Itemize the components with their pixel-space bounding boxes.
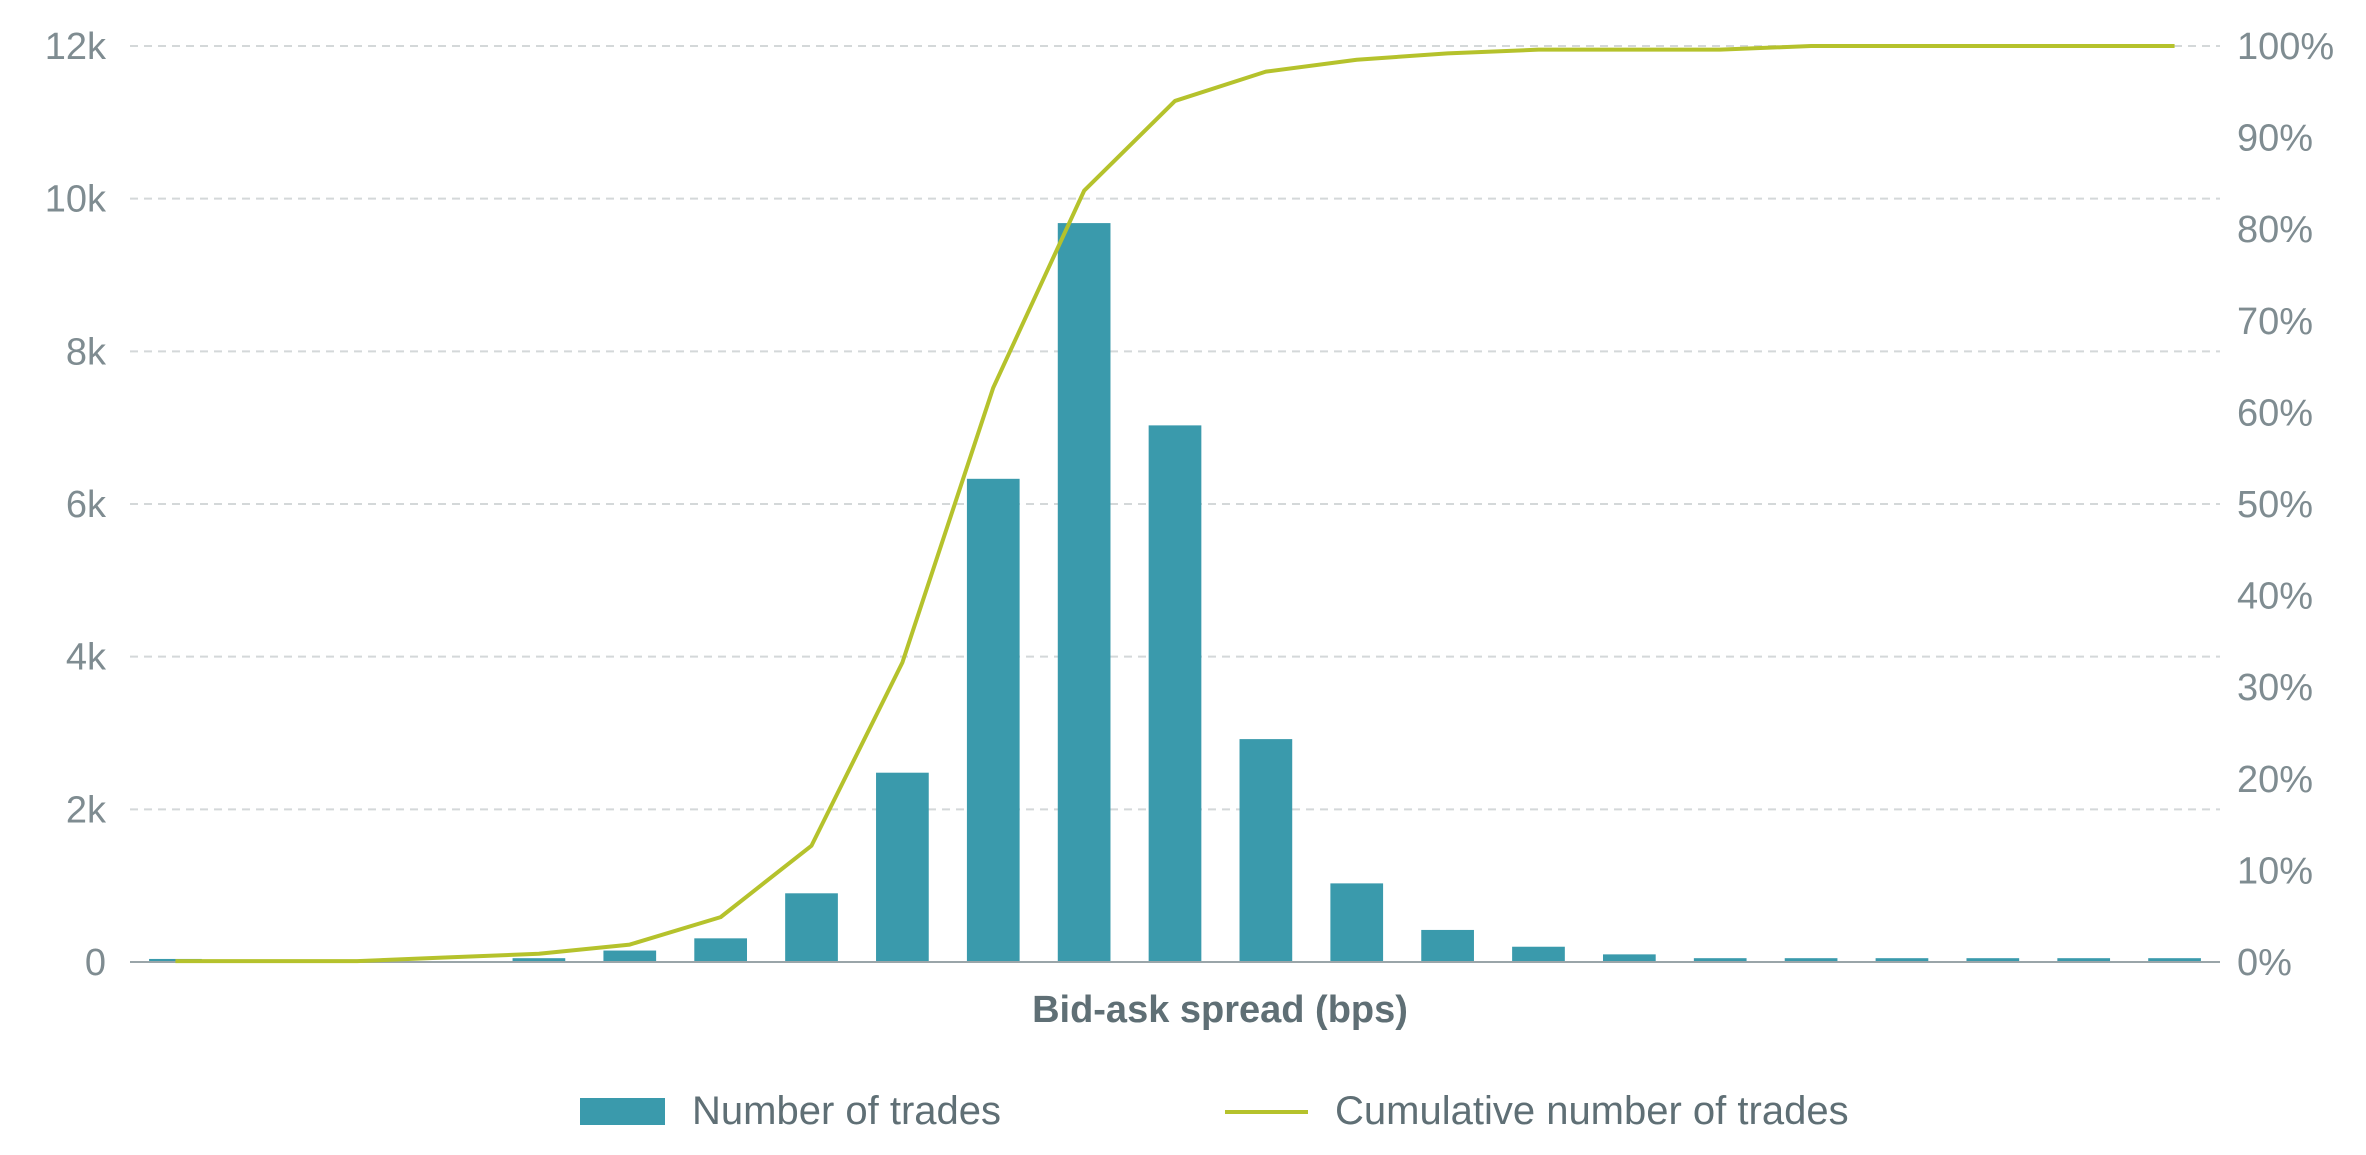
bar [1330, 883, 1384, 962]
bar [1421, 929, 1474, 962]
legend-line-label: Cumulative number of trades [1335, 1089, 1849, 1133]
bar-series [149, 223, 2201, 963]
legend: Number of trades Cumulative number of tr… [580, 1089, 1849, 1133]
cumulative-line-series [175, 44, 2175, 964]
right-tick-label: 100% [2237, 26, 2334, 68]
bar [603, 950, 657, 962]
right-tick-label: 40% [2237, 576, 2313, 618]
bar [512, 958, 566, 962]
left-tick-label: 0 [85, 942, 106, 984]
left-tick-label: 6k [66, 484, 107, 526]
left-y-axis-ticks: 0 2k 4k 6k 8k 10k 12k [45, 26, 107, 984]
bar [2148, 958, 2201, 962]
right-tick-label: 30% [2237, 667, 2313, 709]
left-tick-label: 4k [66, 637, 107, 679]
bar [1057, 223, 1111, 963]
cumulative-line [175, 44, 2175, 964]
left-tick-label: 8k [66, 331, 107, 373]
left-tick-label: 12k [45, 26, 107, 68]
bar [966, 478, 1020, 962]
bar [785, 893, 838, 962]
bar [1693, 958, 1747, 962]
right-tick-label: 0% [2237, 942, 2292, 984]
right-tick-label: 70% [2237, 301, 2313, 343]
legend-bar-swatch [580, 1098, 665, 1125]
right-tick-label: 50% [2237, 484, 2313, 526]
right-tick-label: 90% [2237, 118, 2313, 160]
right-tick-label: 80% [2237, 209, 2313, 251]
bar [1784, 958, 1838, 962]
x-axis-title: Bid-ask spread (bps) [1032, 989, 1408, 1031]
bar [694, 938, 748, 962]
legend-bar-label: Number of trades [692, 1089, 1001, 1133]
bar [1239, 739, 1293, 962]
bar [1966, 958, 2020, 962]
bar [1148, 425, 1202, 962]
left-tick-label: 2k [66, 789, 107, 831]
right-y-axis-ticks: 0% 10% 20% 30% 40% 50% 60% 70% 80% 90% 100% [2237, 26, 2334, 984]
left-tick-label: 10k [45, 179, 107, 221]
right-tick-label: 10% [2237, 850, 2313, 892]
bar [876, 772, 929, 962]
bar [1512, 946, 1565, 962]
right-tick-label: 60% [2237, 392, 2313, 434]
right-tick-label: 20% [2237, 759, 2313, 801]
bar [2057, 958, 2111, 962]
bar [1602, 954, 1656, 962]
bar [1875, 958, 1929, 962]
